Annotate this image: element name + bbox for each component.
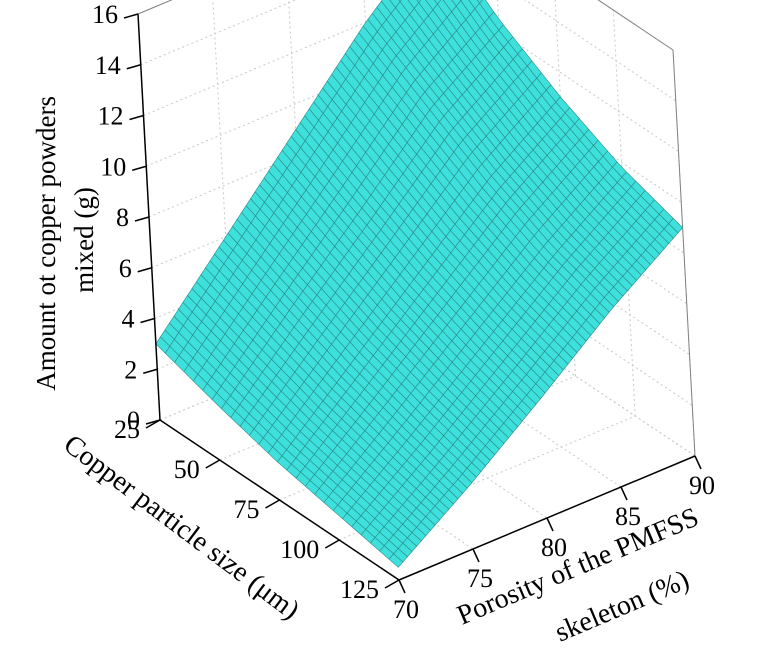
- z-tick-label: 16: [92, 0, 118, 29]
- y-tick: [398, 579, 406, 594]
- y-tick: [694, 455, 702, 470]
- surface-cell: [388, 553, 404, 568]
- y-tick: [472, 548, 480, 563]
- y-tick-label: 80: [541, 533, 567, 562]
- z-axis-title-line-1: Amount ot copper powders: [31, 96, 61, 391]
- x-tick: [384, 579, 400, 589]
- x-tick-label: 50: [174, 455, 200, 484]
- z-tick-label: 10: [100, 152, 126, 181]
- z-tick-label: 14: [95, 51, 121, 80]
- z-tick: [134, 216, 150, 222]
- z-tick: [123, 13, 139, 19]
- x-tick-label: 25: [114, 415, 140, 444]
- z-tick: [140, 317, 155, 324]
- tick-label-layer: 0 2 4 6 8 10 12 14 16 25 50 75 100 125 70 75 80 85 90: [92, 0, 715, 624]
- y-tick-label: 85: [615, 502, 641, 531]
- z-axis-title-line-2: mixed (g): [69, 187, 99, 293]
- z-tick: [143, 368, 158, 374]
- x-tick: [145, 419, 161, 429]
- surface-cell: [476, 0, 483, 4]
- z-tick-label: 8: [116, 203, 129, 232]
- y-tick-label: 75: [467, 564, 493, 593]
- z-tick-label: 4: [122, 305, 135, 334]
- y-tick: [620, 486, 628, 501]
- gridline-back-z: [146, 41, 443, 167]
- z-tick: [126, 64, 141, 70]
- y-tick-label: 70: [393, 595, 419, 624]
- surface-cell: [416, 0, 422, 4]
- surface-cell: [434, 0, 442, 5]
- x-tick-label: 100: [280, 535, 319, 564]
- z-tick: [132, 165, 147, 171]
- z-tick: [137, 267, 152, 273]
- gridline-floor-x: [339, 415, 636, 541]
- surface-layer: [155, 0, 684, 568]
- z-tick-label: 0: [127, 406, 140, 435]
- gridline-back-z: [143, 0, 421, 116]
- axis-layer: [123, 13, 702, 594]
- z-tick-label: 12: [98, 102, 124, 131]
- x-tick-label: 75: [234, 495, 260, 524]
- z-tick-label: 6: [119, 254, 132, 283]
- x-tick: [205, 459, 221, 469]
- box-edge-top-side: [597, 0, 674, 51]
- y-tick-label: 90: [689, 471, 715, 500]
- x-tick-label: 125: [340, 575, 379, 604]
- z-axis-title: Amount ot copper powders mixed (g): [31, 89, 99, 390]
- z-tick-label: 2: [124, 355, 137, 384]
- x-tick: [324, 539, 340, 549]
- z-tick: [129, 114, 144, 121]
- box-edge-side: [672, 49, 696, 457]
- x-tick: [265, 499, 280, 509]
- y-tick: [546, 517, 554, 532]
